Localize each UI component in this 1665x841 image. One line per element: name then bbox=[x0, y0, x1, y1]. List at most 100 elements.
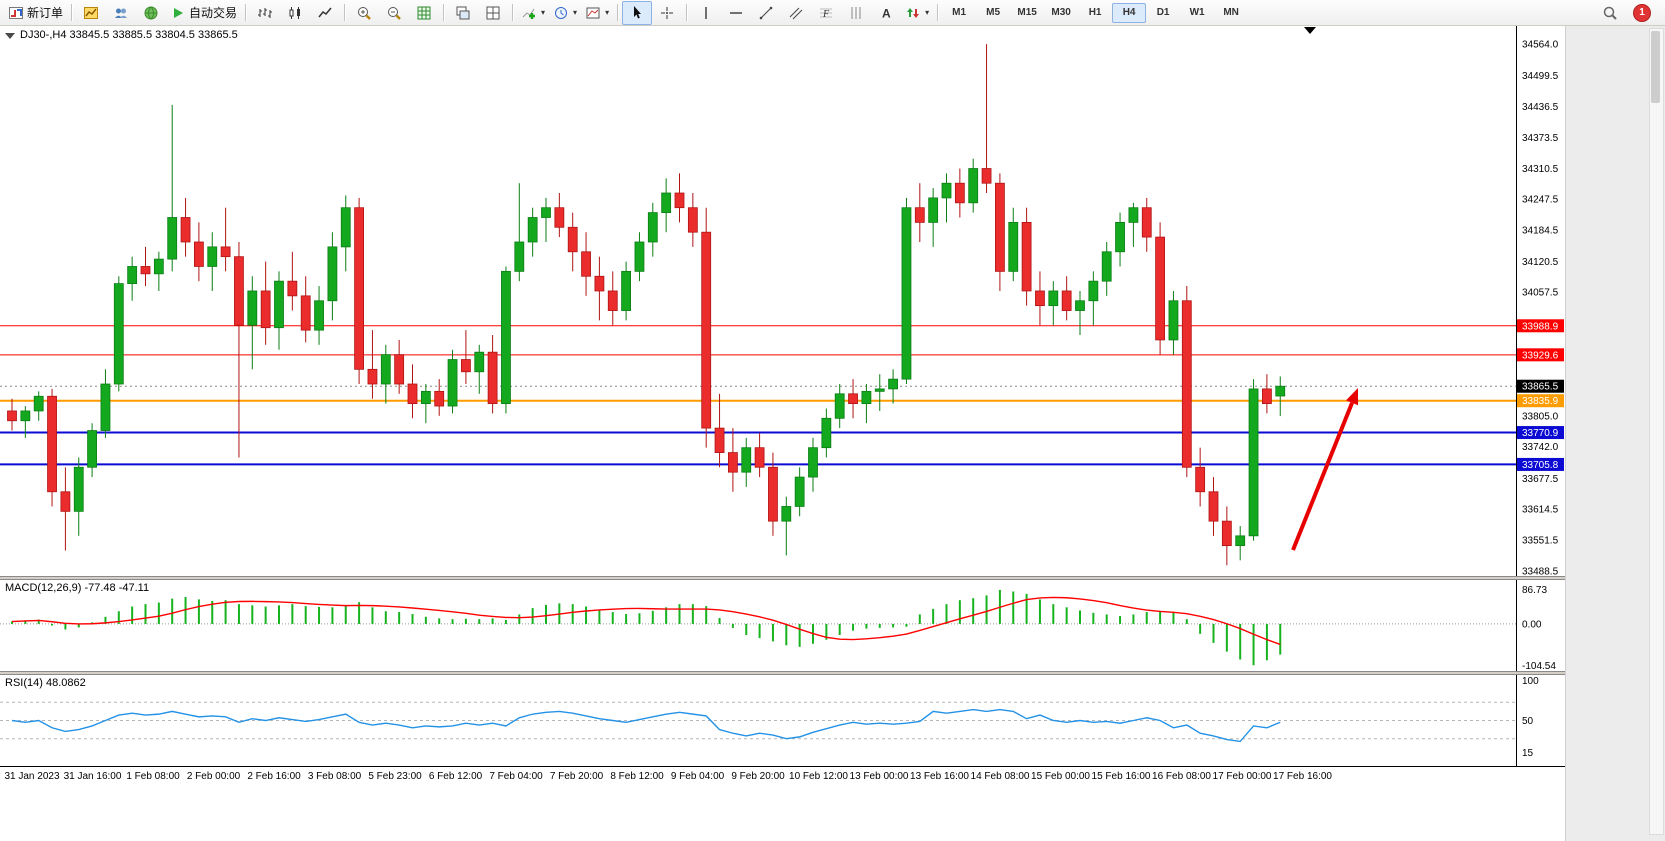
zoom-out-button[interactable] bbox=[379, 1, 409, 25]
time-label: 2 Feb 00:00 bbox=[186, 771, 241, 782]
arrows-button[interactable]: ▾ bbox=[901, 1, 933, 25]
market-watch-button[interactable] bbox=[76, 1, 106, 25]
timeframe-h4-button[interactable]: H4 bbox=[1112, 2, 1147, 23]
time-axis[interactable]: 31 Jan 2023 31 Jan 16:00 1 Feb 08:00 2 Feb … bbox=[0, 766, 1565, 788]
toolbar: 新订单 自动交易 ▾ ▾ ▾ F A ▾ M1 M5 M15 M30 H1 H4 D1 W1 MN 1 bbox=[0, 0, 1665, 26]
one-click-trading-toggle[interactable] bbox=[5, 32, 15, 39]
time-label: 7 Feb 04:00 bbox=[489, 771, 543, 782]
panel-splitter-1[interactable] bbox=[0, 576, 1565, 580]
zoom-out-icon bbox=[386, 5, 402, 21]
bar-chart-button[interactable] bbox=[250, 1, 280, 25]
time-label: 15 Feb 00:00 bbox=[1031, 771, 1090, 782]
navigator-button[interactable] bbox=[136, 1, 166, 25]
time-label: 31 Jan 16:00 bbox=[63, 771, 122, 782]
svg-text:34310.5: 34310.5 bbox=[1522, 164, 1559, 175]
timeframe-mn-button[interactable]: MN bbox=[1223, 7, 1239, 18]
time-label: 1 Feb 08:00 bbox=[126, 771, 180, 782]
time-label: 2 Feb 16:00 bbox=[247, 771, 301, 782]
macd-label: MACD(12,26,9) -77.48 -47.11 bbox=[5, 582, 150, 594]
market-watch-icon bbox=[83, 5, 99, 21]
timeframe-m30-button[interactable]: M30 bbox=[1051, 7, 1071, 18]
profiles-button[interactable] bbox=[106, 1, 136, 25]
cycle-lines-button[interactable] bbox=[841, 1, 871, 25]
timeframe-m15-button[interactable]: M15 bbox=[1017, 7, 1037, 18]
svg-text:33551.5: 33551.5 bbox=[1522, 536, 1559, 547]
candlestick-button[interactable] bbox=[280, 1, 310, 25]
toolbar-groups: 新订单 自动交易 ▾ ▾ ▾ F A ▾ M1 M5 M15 M30 H1 H4 D1 W1 MN bbox=[4, 0, 1248, 25]
dropdown-caret-icon[interactable]: ▾ bbox=[605, 8, 610, 17]
toolbar-separator bbox=[344, 4, 346, 21]
svg-text:33865.5: 33865.5 bbox=[1522, 382, 1559, 393]
indicators-grid-button[interactable] bbox=[409, 1, 439, 25]
rsi-chart[interactable]: 100 50 15 bbox=[0, 675, 1565, 766]
timeframe-m5-button[interactable]: M5 bbox=[986, 7, 1001, 18]
bottom-filler bbox=[0, 788, 1565, 841]
search-button[interactable] bbox=[1595, 1, 1625, 25]
text-button[interactable]: A bbox=[871, 1, 901, 25]
horizontal-line-button[interactable] bbox=[721, 1, 751, 25]
zoom-in-button[interactable] bbox=[349, 1, 379, 25]
dropdown-caret-icon[interactable]: ▾ bbox=[925, 8, 930, 17]
time-label: 14 Feb 08:00 bbox=[970, 771, 1030, 782]
tile-windows-icon bbox=[485, 5, 501, 21]
crosshair-icon bbox=[659, 5, 675, 21]
trendline-icon bbox=[758, 5, 774, 21]
svg-text:33677.5: 33677.5 bbox=[1522, 474, 1559, 485]
svg-text:34184.5: 34184.5 bbox=[1522, 225, 1559, 236]
channel-button[interactable] bbox=[781, 1, 811, 25]
svg-text:33929.6: 33929.6 bbox=[1522, 350, 1559, 361]
svg-text:86.73: 86.73 bbox=[1522, 585, 1547, 596]
zoom-in-icon bbox=[356, 5, 372, 21]
vertical-scrollbar[interactable] bbox=[1649, 28, 1664, 835]
templates-button[interactable]: ▾ bbox=[581, 1, 613, 25]
dropdown-caret-icon[interactable]: ▾ bbox=[541, 8, 546, 17]
fibonacci-button[interactable]: F bbox=[811, 1, 841, 25]
svg-text:34120.5: 34120.5 bbox=[1522, 257, 1559, 268]
candlestick-icon bbox=[287, 5, 303, 21]
grid-green-icon bbox=[416, 5, 432, 21]
toolbar-separator bbox=[686, 4, 688, 21]
svg-text:0.00: 0.00 bbox=[1522, 619, 1542, 630]
svg-text:33705.8: 33705.8 bbox=[1522, 460, 1559, 471]
time-label: 13 Feb 16:00 bbox=[910, 771, 969, 782]
line-chart-button[interactable] bbox=[310, 1, 340, 25]
timeframe-h1-button[interactable]: H1 bbox=[1088, 7, 1102, 18]
time-label: 5 Feb 23:00 bbox=[368, 771, 422, 782]
vertical-line-button[interactable] bbox=[691, 1, 721, 25]
horizontal-line-icon bbox=[728, 5, 744, 21]
time-label: 8 Feb 12:00 bbox=[610, 771, 664, 782]
cursor-button[interactable] bbox=[622, 0, 653, 25]
panel-splitter-2[interactable] bbox=[0, 671, 1565, 675]
timeframe-m1-button[interactable]: M1 bbox=[952, 7, 967, 18]
bar-chart-icon bbox=[257, 5, 273, 21]
search-icon bbox=[1602, 5, 1618, 21]
autotrading-button[interactable]: 自动交易 bbox=[166, 1, 241, 25]
add-indicator-button[interactable]: ▾ bbox=[517, 1, 549, 25]
chart-title-row: DJ30-,H4 33845.5 33885.5 33804.5 33865.5 bbox=[5, 29, 238, 41]
time-label: 6 Feb 12:00 bbox=[428, 771, 483, 782]
line-chart-icon bbox=[317, 5, 333, 21]
fibonacci-icon: F bbox=[818, 5, 834, 21]
svg-text:34247.5: 34247.5 bbox=[1522, 195, 1559, 206]
navigator-icon bbox=[143, 5, 159, 21]
svg-text:34564.0: 34564.0 bbox=[1522, 40, 1559, 51]
timeframe-d1-button[interactable]: D1 bbox=[1156, 7, 1170, 18]
cascade-windows-button[interactable] bbox=[448, 1, 478, 25]
tile-windows-button[interactable] bbox=[478, 1, 508, 25]
price-chart[interactable]: 34564.0 34499.5 34436.5 34373.5 34310.5 34247… bbox=[0, 26, 1565, 576]
crosshair-button[interactable] bbox=[652, 1, 682, 25]
vertical-scrollbar-thumb[interactable] bbox=[1651, 31, 1660, 103]
arrows-icon bbox=[905, 5, 921, 21]
new-order-button[interactable]: 新订单 bbox=[4, 1, 67, 25]
chart-area: DJ30-,H4 33845.5 33885.5 33804.5 33865.5… bbox=[0, 26, 1565, 841]
svg-text:15: 15 bbox=[1522, 748, 1534, 759]
dropdown-caret-icon[interactable]: ▾ bbox=[573, 8, 578, 17]
notification-badge[interactable]: 1 bbox=[1633, 3, 1651, 22]
periods-button[interactable]: ▾ bbox=[549, 1, 581, 25]
macd-chart[interactable]: 86.73 0.00 -104.54 bbox=[0, 580, 1565, 671]
cursor-icon bbox=[629, 5, 645, 21]
svg-text:34436.5: 34436.5 bbox=[1522, 102, 1559, 113]
trendline-button[interactable] bbox=[751, 1, 781, 25]
timeframe-w1-button[interactable]: W1 bbox=[1189, 7, 1205, 18]
